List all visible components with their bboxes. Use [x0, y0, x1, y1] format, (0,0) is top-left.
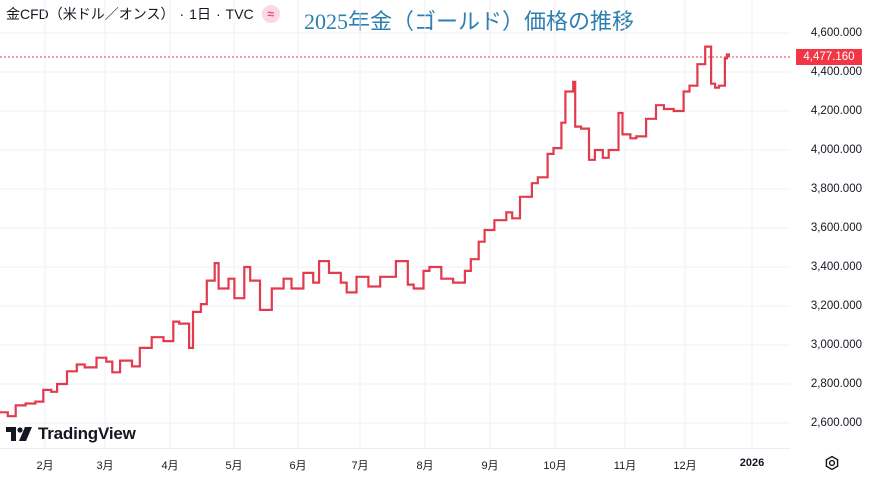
separator: · — [179, 6, 185, 22]
price-axis[interactable]: 4,600.000 4,400.000 4,200.000 4,000.000 3,80… — [790, 0, 870, 448]
price-tick-label: 4,400.000 — [810, 66, 862, 78]
time-tick-label: 7月 — [351, 460, 369, 472]
price-tick-label: 4,600.000 — [810, 27, 862, 39]
time-axis[interactable]: 2月 3月 4月 5月 6月 7月 8月 9月 10月 11月 12月 2026 — [0, 448, 790, 477]
time-tick-label: 2026 — [739, 457, 765, 469]
time-tick-label: 12月 — [673, 460, 697, 472]
price-tick-label: 3,200.000 — [810, 300, 862, 312]
symbol-name[interactable]: 金CFD（米ドル／オンス） — [6, 6, 175, 22]
interval-label[interactable]: 1日 — [189, 6, 211, 22]
time-tick-label: 8月 — [416, 460, 434, 472]
price-tick-label: 2,600.000 — [810, 417, 862, 429]
price-tick-label: 3,800.000 — [810, 183, 862, 195]
price-chart[interactable] — [0, 0, 790, 448]
chart-title: 2025年金（ゴールド）価格の推移 — [304, 9, 635, 34]
time-tick-label: 10月 — [543, 460, 567, 472]
time-tick-label: 11月 — [613, 460, 637, 472]
price-tick-label: 4,200.000 — [810, 105, 862, 117]
time-tick-label: 5月 — [225, 460, 243, 472]
current-price-label: 4,477.160 — [796, 48, 862, 65]
compare-icon[interactable]: ≈ — [261, 5, 280, 23]
tradingview-logo-icon — [6, 427, 32, 441]
price-tick-label: 3,600.000 — [810, 222, 862, 234]
time-tick-label: 3月 — [96, 460, 114, 472]
price-tick-label: 4,000.000 — [810, 144, 862, 156]
time-tick-label: 6月 — [289, 460, 307, 472]
tradingview-logo[interactable]: TradingView — [6, 424, 136, 444]
grid-lines — [0, 0, 790, 448]
separator: · — [215, 6, 221, 22]
price-tick-label: 3,400.000 — [810, 261, 862, 273]
price-tick-label: 2,800.000 — [810, 378, 862, 390]
time-tick-label: 4月 — [161, 460, 179, 472]
logo-text: TradingView — [38, 424, 136, 443]
source-label[interactable]: TVC — [225, 6, 254, 22]
symbol-header: 金CFD（米ドル／オンス） · 1日 · TVC ≈ — [6, 4, 280, 24]
price-tick-label: 3,000.000 — [810, 339, 862, 351]
time-tick-label: 9月 — [481, 460, 499, 472]
price-series-line — [0, 45, 730, 418]
settings-gear-icon[interactable] — [824, 455, 840, 471]
time-tick-label: 2月 — [36, 460, 54, 472]
